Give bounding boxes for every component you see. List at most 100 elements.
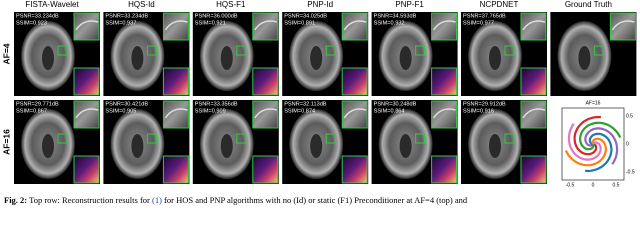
mri-ventricle — [578, 46, 591, 70]
ssim-value: SSIM=0.909 — [195, 108, 226, 114]
zoom-inset — [252, 100, 279, 129]
roi-box — [504, 45, 515, 56]
zoom-detail — [611, 20, 635, 31]
ssim-value: SSIM=0.921 — [195, 20, 226, 26]
spiral-arm — [578, 121, 622, 151]
zoom-inset — [162, 12, 189, 41]
caption-text: for HOS and PNP algorithms with no (Id) … — [162, 195, 468, 205]
zoom-inset — [162, 100, 189, 129]
zoom-detail — [522, 108, 546, 119]
mri-ventricle — [489, 46, 501, 70]
zoom-detail — [522, 20, 546, 31]
column-header: HQS-Id — [128, 0, 155, 9]
mri-ventricle — [131, 46, 144, 70]
inset-y-tick: 0.5 — [626, 113, 633, 119]
error-inset — [431, 67, 458, 96]
inset-y-tick: -0.5 — [626, 169, 635, 175]
zoom-inset — [341, 100, 368, 129]
caption-text: Top row: Reconstruction results for — [27, 195, 152, 205]
zoom-detail — [432, 108, 456, 119]
psnr-value: PSNR=30.248dB — [374, 101, 417, 107]
zoom-detail — [432, 20, 456, 31]
inset-title: AF=16 — [586, 100, 601, 106]
psnr-value: PSNR=29.912dB — [463, 101, 506, 107]
psnr-value: PSNR=32.113dB — [284, 101, 327, 107]
error-inset — [341, 67, 368, 96]
mri-ventricle — [399, 46, 412, 70]
roi-box — [415, 45, 426, 56]
ssim-value: SSIM=0.923 — [16, 20, 47, 26]
zoom-detail — [254, 108, 278, 119]
zoom-inset — [431, 100, 458, 129]
inset-x-tick: 0.5 — [613, 182, 620, 188]
psnr-value: PSNR=37.765dB — [463, 13, 506, 19]
zoom-inset — [609, 12, 636, 41]
roi-box — [236, 45, 247, 56]
roi-box — [325, 133, 336, 144]
zoom-inset — [431, 12, 458, 41]
zoom-detail — [343, 20, 367, 31]
zoom-detail — [343, 108, 367, 119]
inset-x-tick: -0.5 — [566, 182, 575, 188]
spiral-arm — [584, 127, 619, 165]
error-inset — [252, 67, 279, 96]
zoom-inset — [341, 12, 368, 41]
column-header: PNP-F1 — [395, 0, 424, 9]
ssim-value: SSIM=0.977 — [463, 20, 494, 26]
mri-ventricle — [42, 46, 54, 70]
roi-box — [236, 133, 247, 144]
zoom-inset — [520, 100, 547, 129]
roi-box — [146, 133, 157, 144]
error-inset — [252, 155, 279, 184]
column-header: PNP-Id — [307, 0, 333, 9]
ssim-value: SSIM=0.867 — [16, 108, 47, 114]
zoom-detail — [164, 20, 188, 31]
spiral-arm — [567, 123, 602, 161]
mri-ventricle — [131, 134, 144, 158]
spiral-arm — [573, 115, 601, 156]
ssim-value: SSIM=0.937 — [105, 20, 136, 26]
psnr-value: PSNR=33.234dB — [105, 13, 148, 19]
row-label: AF=16 — [1, 129, 11, 155]
zoom-detail — [164, 108, 188, 119]
mri-ventricle — [220, 134, 233, 158]
caption-ref[interactable]: (1) — [152, 195, 162, 205]
roi-box — [325, 45, 336, 56]
psnr-value: PSNR=36.000dB — [195, 13, 238, 19]
psnr-value: PSNR=34.593dB — [374, 13, 417, 19]
column-header: HQS-F1 — [216, 0, 246, 9]
inset-axes — [561, 107, 625, 181]
psnr-value: PSNR=33.234dB — [16, 13, 59, 19]
caption-label: Fig. 2: — [4, 195, 27, 205]
mri-ventricle — [399, 134, 412, 158]
ssim-value: SSIM=0.864 — [374, 108, 405, 114]
zoom-detail — [254, 20, 278, 31]
mri-ventricle — [310, 46, 323, 70]
roi-box — [415, 133, 426, 144]
caption: Fig. 2: Top row: Reconstruction results … — [4, 195, 468, 205]
roi-box — [504, 133, 515, 144]
error-inset — [73, 155, 100, 184]
spiral-arm — [564, 137, 608, 167]
error-inset — [162, 155, 189, 184]
figure: Fig. 2: Top row: Reconstruction results … — [1, 0, 637, 205]
ssim-value: SSIM=0.874 — [284, 108, 315, 114]
error-inset — [73, 67, 100, 96]
mri-ventricle — [310, 134, 323, 158]
spiral-arm — [585, 132, 613, 173]
zoom-inset — [73, 100, 100, 129]
column-header: NCPDNET — [480, 0, 519, 9]
error-inset — [341, 155, 368, 184]
psnr-value: PSNR=33.356dB — [195, 101, 238, 107]
error-inset — [162, 67, 189, 96]
mri-ventricle — [220, 46, 233, 70]
roi-box — [593, 45, 604, 56]
column-header: Ground Truth — [565, 0, 612, 9]
mri-ventricle — [42, 134, 54, 158]
error-inset — [431, 155, 458, 184]
psnr-value: PSNR=29.771dB — [16, 101, 59, 107]
zoom-detail — [75, 108, 99, 119]
ssim-value: SSIM=0.932 — [374, 20, 405, 26]
ssim-value: SSIM=0.916 — [463, 108, 494, 114]
row-label: AF=4 — [1, 43, 11, 64]
